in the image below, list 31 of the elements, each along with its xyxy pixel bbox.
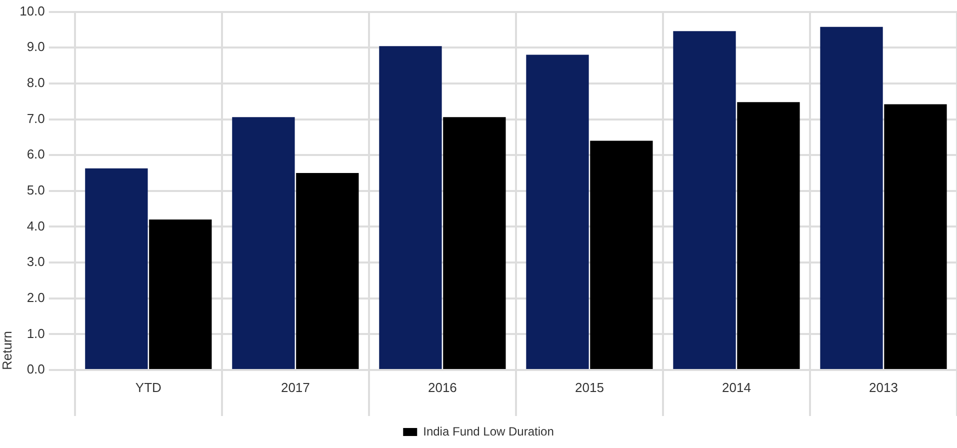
bar xyxy=(737,102,800,369)
x-tick-label: 2017 xyxy=(280,380,310,396)
bar xyxy=(590,140,653,369)
x-tick-label: YTD xyxy=(135,380,162,396)
y-tick-label: 4.0 xyxy=(26,218,45,234)
y-tick-label: 9.0 xyxy=(26,39,45,54)
y-tick-label: 2.0 xyxy=(26,290,45,305)
x-tick-label: 2015 xyxy=(575,380,604,396)
y-tick-label: 6.0 xyxy=(26,146,45,162)
bar xyxy=(673,31,736,369)
x-tick-label: 2013 xyxy=(869,380,898,396)
y-axis-title: Return xyxy=(0,330,14,370)
y-tick-label: 0.0 xyxy=(26,362,45,377)
bar xyxy=(443,117,506,369)
bar xyxy=(296,172,359,369)
bar xyxy=(379,46,442,369)
x-tick-label: 2016 xyxy=(428,380,457,396)
bar xyxy=(820,26,883,369)
y-tick-label: 8.0 xyxy=(26,75,45,90)
bar xyxy=(232,117,295,369)
y-tick-label: 10.0 xyxy=(20,3,45,18)
y-tick-label: 3.0 xyxy=(26,254,45,270)
legend-label: India Fund Low Duration xyxy=(423,424,554,438)
y-tick-label: 5.0 xyxy=(26,182,45,198)
bar xyxy=(526,54,589,369)
x-tick-label: 2014 xyxy=(722,380,751,396)
y-tick-label: 1.0 xyxy=(26,326,45,341)
y-tick-label: 7.0 xyxy=(26,110,45,126)
bar xyxy=(149,220,212,369)
bar xyxy=(884,104,947,369)
bar xyxy=(85,168,148,369)
